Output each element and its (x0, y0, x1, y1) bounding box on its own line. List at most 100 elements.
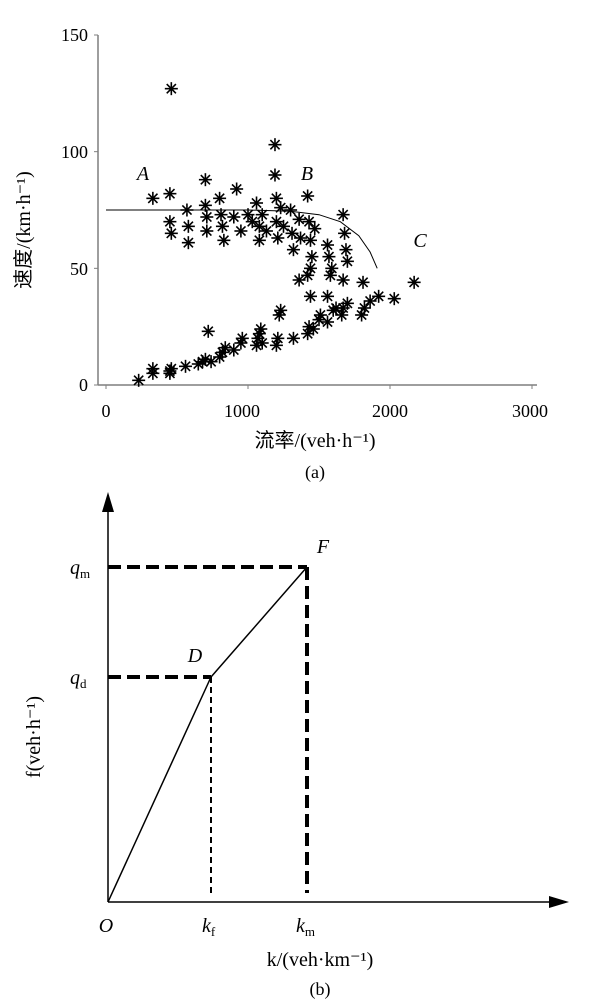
chart-b-label-F: F (316, 536, 330, 558)
chart-a-xtick-2000: 2000 (372, 401, 408, 421)
data-point-82 (269, 215, 283, 229)
data-point-80 (268, 168, 282, 182)
data-point-86 (284, 203, 298, 217)
chart-b-label-D: D (187, 645, 203, 667)
chart-a-xtick-0: 0 (102, 401, 111, 421)
data-point-56 (163, 215, 177, 229)
data-point-49 (321, 289, 335, 303)
data-point-65 (213, 191, 227, 205)
data-point-57 (164, 226, 178, 240)
chart-b-ytick-qm: qm (70, 557, 90, 581)
chart-b-xtick-km: km (296, 915, 315, 939)
data-point-89 (292, 212, 306, 226)
data-point-67 (215, 219, 229, 233)
data-point-20 (254, 322, 268, 336)
chart-a-label-A: A (135, 163, 150, 185)
chart-a-points (132, 82, 421, 387)
data-point-60 (181, 236, 195, 250)
data-point-75 (252, 219, 266, 233)
data-point-95 (308, 222, 322, 236)
chart-a-xtick-1000: 1000 (224, 401, 260, 421)
chart-a-label-B: B (301, 163, 313, 185)
data-point-83 (271, 231, 285, 245)
data-point-69 (227, 210, 241, 224)
data-point-68 (217, 233, 231, 247)
data-point-61 (198, 173, 212, 187)
data-point-91 (301, 189, 315, 203)
data-point-81 (269, 191, 283, 205)
data-point-94 (305, 250, 319, 264)
data-point-53 (146, 191, 160, 205)
data-point-5 (164, 362, 178, 376)
data-point-2 (146, 362, 160, 376)
data-point-88 (286, 243, 300, 257)
chart-a-xtick-3000: 3000 (512, 401, 548, 421)
chart-a-ticks (94, 34, 533, 389)
data-point-84 (274, 201, 288, 215)
chart-a-ytick-0: 0 (79, 375, 88, 395)
data-point-42 (407, 275, 421, 289)
chart-a-fit-curve (106, 209, 378, 269)
chart-a-y-axis-title: 速度/(km·h⁻¹) (12, 171, 35, 289)
data-point-100 (338, 226, 352, 240)
chart-a-caption: (a) (305, 462, 325, 483)
data-point-64 (200, 224, 214, 238)
data-point-10 (204, 355, 218, 369)
data-point-6 (179, 359, 193, 373)
data-point-93 (303, 233, 317, 247)
chart-a-ytick-100: 100 (61, 142, 88, 162)
data-point-99 (336, 208, 350, 222)
data-point-21 (255, 336, 269, 350)
data-point-31 (321, 315, 335, 329)
chart-b-y-axis-title: f(veh·h⁻¹) (23, 696, 45, 778)
data-point-52 (356, 275, 370, 289)
data-point-13 (218, 341, 232, 355)
data-point-90 (294, 231, 308, 245)
data-point-102 (340, 254, 354, 268)
chart-b-ytick-qd: qd (70, 667, 87, 691)
data-point-78 (259, 224, 273, 238)
data-point-36 (340, 296, 354, 310)
data-point-28 (306, 322, 320, 336)
data-point-79 (268, 138, 282, 152)
chart-b-segment-DF (210, 566, 308, 678)
data-point-51 (336, 273, 350, 287)
data-point-54 (163, 187, 177, 201)
data-point-98 (325, 261, 339, 275)
data-point-92 (302, 215, 316, 229)
data-point-48 (303, 261, 317, 275)
chart-b: F D qm qd O kf km k/(veh·km⁻¹) f(veh·h⁻¹… (23, 492, 569, 1000)
data-point-85 (277, 219, 290, 233)
data-point-74 (250, 196, 264, 210)
chart-b-x-axis-arrow (549, 896, 569, 908)
data-point-97 (322, 250, 336, 264)
chart-a-label-C: C (413, 230, 427, 252)
data-point-63 (200, 210, 214, 224)
data-point-96 (321, 238, 335, 252)
chart-b-y-axis-arrow (102, 492, 114, 512)
data-point-47 (303, 289, 317, 303)
chart-a-x-axis-title: 流率/(veh·h⁻¹) (255, 429, 376, 452)
data-point-40 (372, 289, 386, 303)
data-point-41 (387, 292, 401, 306)
data-point-71 (234, 224, 248, 238)
chart-b-origin-label: O (99, 915, 113, 937)
data-point-0 (132, 373, 146, 387)
data-point-16 (235, 331, 249, 345)
data-point-44 (272, 308, 286, 322)
chart-b-caption: (b) (310, 979, 331, 1000)
chart-a-ytick-150: 150 (61, 25, 88, 45)
chart-a-ytick-50: 50 (70, 259, 88, 279)
data-point-73 (245, 215, 259, 229)
chart-a: 0 1000 2000 3000 0 50 100 150 流率/(veh·h⁻… (12, 25, 548, 483)
data-point-70 (230, 182, 244, 196)
data-point-101 (339, 243, 353, 257)
chart-b-segment-OD (107, 676, 212, 903)
data-point-23 (271, 331, 285, 345)
data-point-38 (357, 301, 371, 315)
data-point-72 (241, 208, 255, 222)
chart-b-x-axis-title: k/(veh·km⁻¹) (267, 949, 374, 971)
data-point-55 (164, 82, 178, 96)
data-point-59 (181, 219, 195, 233)
